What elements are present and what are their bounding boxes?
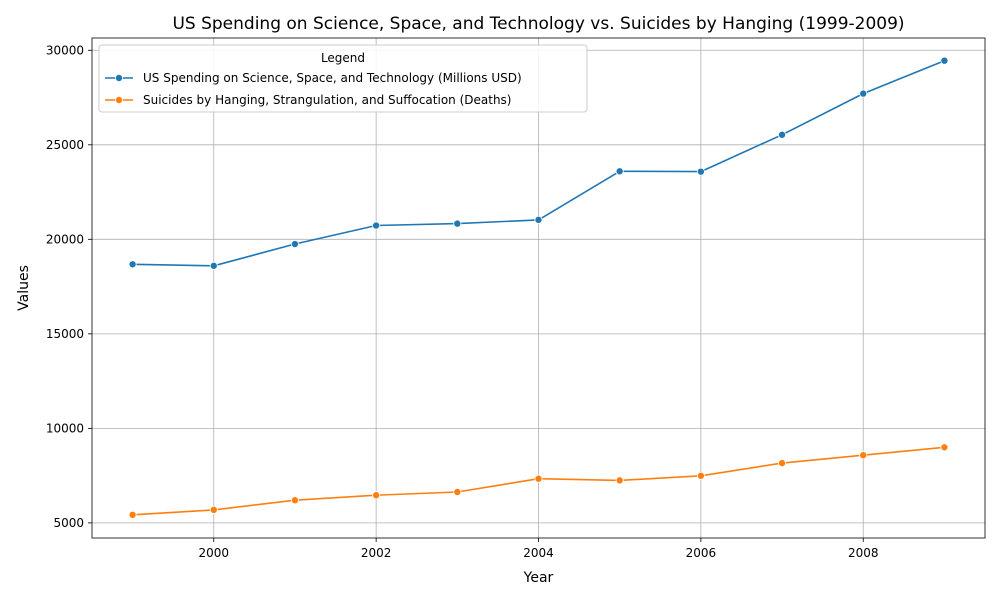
y-axis-label: Values <box>16 265 32 311</box>
series-layer <box>128 56 949 519</box>
x-tick-label: 2004 <box>523 546 554 560</box>
data-point <box>534 215 543 224</box>
x-tick-label: 2008 <box>848 546 879 560</box>
data-point <box>128 260 137 269</box>
series-1 <box>128 56 949 270</box>
data-point <box>940 56 949 65</box>
data-point <box>534 474 543 483</box>
data-point <box>209 261 218 270</box>
data-point <box>453 487 462 496</box>
legend-label: US Spending on Science, Space, and Techn… <box>143 71 522 85</box>
legend-swatch-marker <box>115 74 124 83</box>
legend: Legend US Spending on Science, Space, an… <box>98 44 588 113</box>
y-tick-label: 25000 <box>46 138 84 152</box>
x-axis-label: Year <box>523 570 554 586</box>
data-point <box>778 459 787 468</box>
data-point <box>778 130 787 139</box>
legend-label: Suicides by Hanging, Strangulation, and … <box>143 93 512 107</box>
legend-entry: US Spending on Science, Space, and Techn… <box>105 71 522 85</box>
data-point <box>290 240 299 249</box>
legend-box <box>98 44 588 113</box>
y-tick-label: 20000 <box>46 232 84 246</box>
y-tick-label: 10000 <box>46 421 84 435</box>
data-point <box>128 510 137 519</box>
y-tick-label: 5000 <box>53 516 84 530</box>
data-point <box>372 221 381 230</box>
y-tick-label: 30000 <box>46 43 84 57</box>
axis-ticks: 2000 2002 2004 2006 2008 5000 10000 15000 20000 2… <box>46 43 879 560</box>
series-2 <box>128 443 949 519</box>
legend-entries: US Spending on Science, Space, and Techn… <box>105 71 522 107</box>
x-tick-label: 2002 <box>361 546 392 560</box>
data-point <box>372 491 381 500</box>
legend-title: Legend <box>321 51 365 65</box>
x-tick-label: 2000 <box>198 546 229 560</box>
data-point <box>940 443 949 452</box>
x-tick-label: 2006 <box>686 546 717 560</box>
data-point <box>615 167 624 176</box>
data-point <box>859 451 868 460</box>
data-point <box>615 476 624 485</box>
legend-entry: Suicides by Hanging, Strangulation, and … <box>105 93 512 107</box>
data-point <box>453 219 462 228</box>
legend-swatch-marker <box>115 96 124 105</box>
data-point <box>696 471 705 480</box>
data-point <box>290 496 299 505</box>
data-point <box>859 89 868 98</box>
data-point <box>696 167 705 176</box>
y-tick-label: 15000 <box>46 327 84 341</box>
data-point <box>209 505 218 514</box>
chart-title: US Spending on Science, Space, and Techn… <box>172 14 904 34</box>
